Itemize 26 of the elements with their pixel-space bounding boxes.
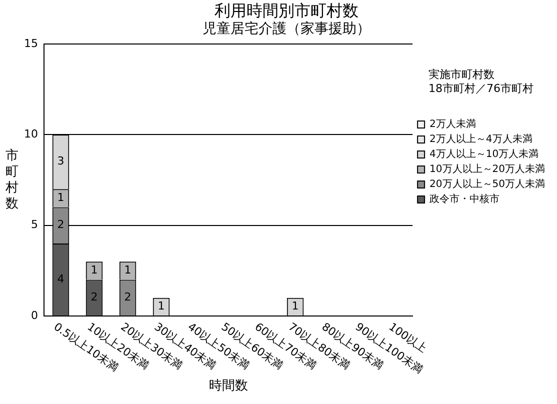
data-label: 1 <box>124 264 132 277</box>
y-tick-label: 15 <box>24 36 38 50</box>
chart-subtitle: 児童居宅介護（家事援助） <box>202 21 370 38</box>
y-tick-label: 0 <box>30 308 38 322</box>
y-tick-label: 10 <box>24 128 38 141</box>
data-label: 2 <box>57 218 64 232</box>
text: 18市町村／76市町村 <box>428 82 534 95</box>
data-label: 2 <box>124 290 132 304</box>
data-label: 1 <box>90 264 98 277</box>
y-axis-title: 市町村数 <box>4 148 18 212</box>
data-label: 3 <box>57 154 64 168</box>
data-label: 1 <box>57 190 64 204</box>
data-label: 2 <box>90 290 98 304</box>
legend-label: 4万人以上～10万人未満 <box>430 148 539 160</box>
legend-label: 2万人以上～4万人未満 <box>430 133 532 146</box>
legend-label: 10万人以上～20万人未満 <box>430 163 546 176</box>
legend-label: 2万人未満 <box>430 118 476 130</box>
y-tick-label: 5 <box>30 218 38 232</box>
legend-label: 政令市・中核市 <box>430 193 500 206</box>
data-label: 1 <box>158 300 165 313</box>
data-label: 1 <box>292 300 299 313</box>
data-label: 4 <box>57 272 64 286</box>
x-axis-title: 時間数 <box>208 378 248 394</box>
legend-label: 20万人以上～50万人未満 <box>430 178 546 190</box>
text: 実施市町村数 <box>428 68 495 81</box>
chart-title: 利用時間別市町村数 <box>214 0 358 20</box>
